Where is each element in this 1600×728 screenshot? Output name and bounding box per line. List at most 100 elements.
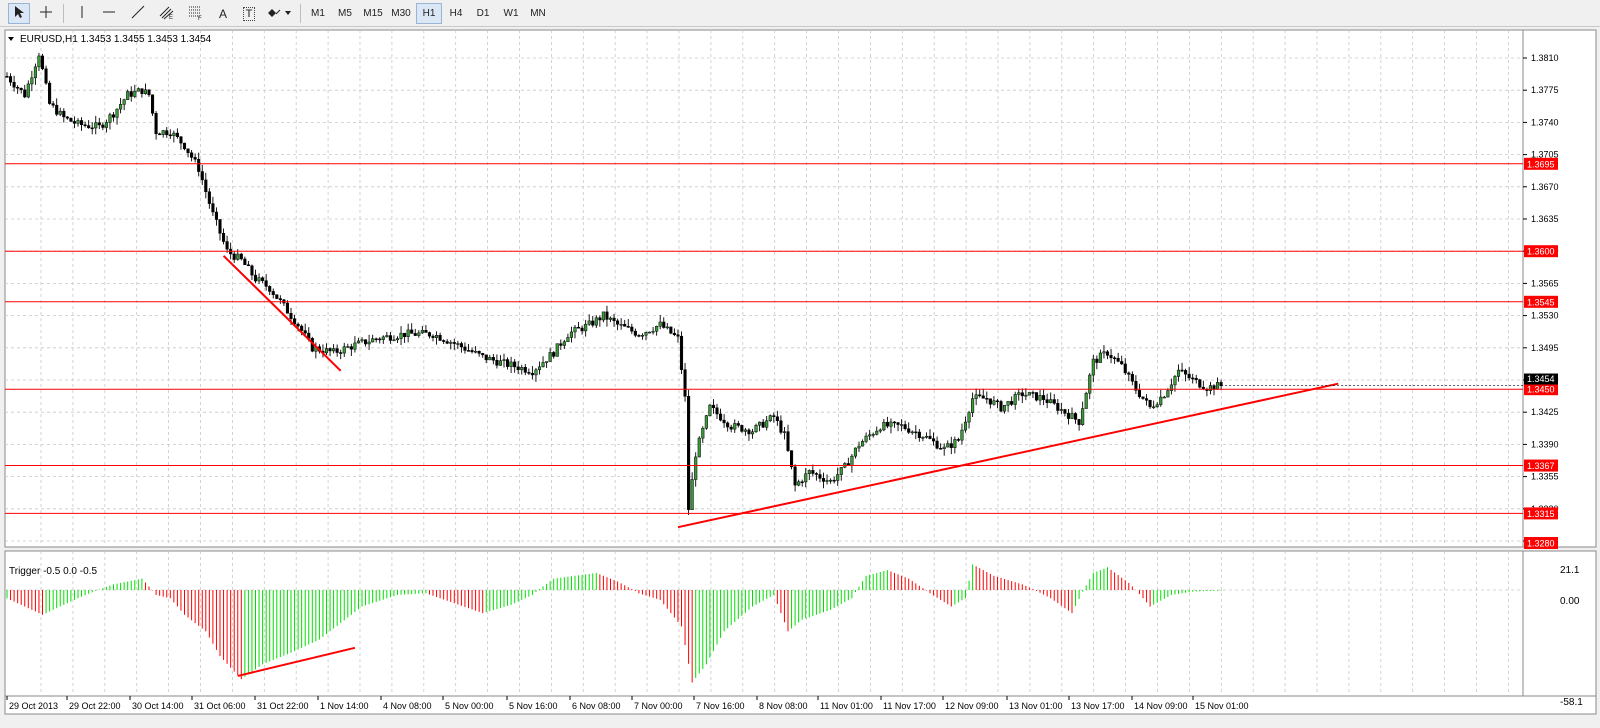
candle-body [126,91,130,100]
candle-body [498,360,502,366]
candle-body [711,404,716,409]
price-tick-label: 1.3635 [1531,214,1559,224]
candle-body [1109,355,1113,359]
candle-body [1120,361,1124,365]
candle-body [1148,400,1152,408]
candle-body [1194,378,1198,380]
candle-body [633,330,637,336]
candle-body [200,171,204,181]
arrow-shapes-button[interactable] [264,3,294,24]
candle-body [520,367,524,371]
time-tick-label: 31 Oct 22:00 [257,701,309,711]
candle-body [190,152,194,158]
candle-body [97,122,101,126]
candle-body [1063,409,1067,414]
candle-body [58,110,62,115]
crosshair-tool-button[interactable] [35,3,57,24]
candle-body [1176,369,1181,377]
timeframe-h4-button[interactable]: H4 [449,8,463,19]
candle-body [193,157,197,160]
vertical-line-button[interactable] [72,3,92,24]
candle-body [733,423,737,430]
horizontal-line-button[interactable] [98,3,120,24]
candle-body [598,317,602,321]
candle-body [818,474,822,479]
timeframe-m1-button[interactable]: M1 [311,8,325,19]
indicator-trendline[interactable] [237,646,356,677]
candle-body [346,346,350,348]
candle-body [1006,401,1010,406]
cursor-tool-button[interactable] [8,3,30,24]
trendline-button[interactable] [127,3,149,24]
candle-body [900,424,904,426]
time-tick-label: 30 Oct 14:00 [132,701,184,711]
candle-body [832,479,836,482]
candle-body [1056,403,1060,411]
timeframe-m15-button[interactable]: M15 [363,8,383,19]
candle-body [704,415,708,429]
candle-body [275,294,279,299]
candle-body [889,421,893,427]
timeframe-w1-button[interactable]: W1 [503,8,519,19]
candle-body [640,334,645,337]
candle-body [1077,419,1081,425]
candle-body [672,332,676,335]
timeframe-d1-button[interactable]: D1 [476,8,490,19]
candle-body [988,398,992,405]
candle-body [108,114,112,123]
price-level-tag-label: 1.3545 [1527,297,1555,307]
candle-body [892,421,897,424]
candle-body [967,412,971,423]
text-box-button[interactable]: T [238,3,260,24]
candle-body [466,350,471,352]
candle-body [1091,358,1095,376]
time-tick-label: 7 Nov 16:00 [696,701,745,711]
candle-body [161,130,165,135]
candle-body [1105,351,1110,356]
candle-body [51,103,55,106]
candle-body [530,373,534,376]
fibonacci-retracement-button[interactable]: F [184,3,206,24]
time-tick-label: 15 Nov 01:00 [1195,701,1249,711]
candle-body [665,326,669,329]
candle-body [963,421,968,431]
candle-body [261,277,265,281]
toolbar-separator [300,4,301,23]
time-tick-label: 14 Nov 09:00 [1134,701,1188,711]
candle-body [1113,357,1117,360]
candle-body [481,353,485,356]
candle-body [136,88,140,92]
candle-body [413,333,417,336]
candle-body [271,291,275,295]
candle-body [44,68,48,84]
candle-body [939,448,943,450]
trendline[interactable] [222,255,342,372]
text-box-icon: T [242,6,256,21]
candle-body [804,473,808,483]
candle-body [566,337,570,343]
candle-body [790,450,794,468]
candle-body [1102,351,1106,354]
timeframe-m30-button[interactable]: M30 [391,8,411,19]
timeframe-m5-button[interactable]: M5 [338,8,352,19]
text-label-button[interactable]: A [212,3,234,24]
candle-body [371,338,375,343]
price-level-tag [1524,459,1558,472]
candle-body [9,76,13,83]
time-tick-label: 13 Nov 01:00 [1009,701,1063,711]
timeframe-h1-button[interactable]: H1 [416,3,442,24]
timeframe-mn-button[interactable]: MN [530,8,546,19]
trendline[interactable] [677,382,1339,529]
fibonacci-channel-button[interactable]: E [156,3,178,24]
candle-body [577,326,581,329]
candle-body [1027,392,1031,396]
candle-body [253,274,258,282]
candle-body [360,339,364,342]
candle-body [722,419,726,424]
candle-body [513,361,517,368]
candle-body [914,431,918,434]
chart-title: EURUSD,H1 1.3453 1.3455 1.3453 1.3454 [20,34,212,45]
candle-body [658,321,662,327]
candle-body [1184,370,1188,375]
